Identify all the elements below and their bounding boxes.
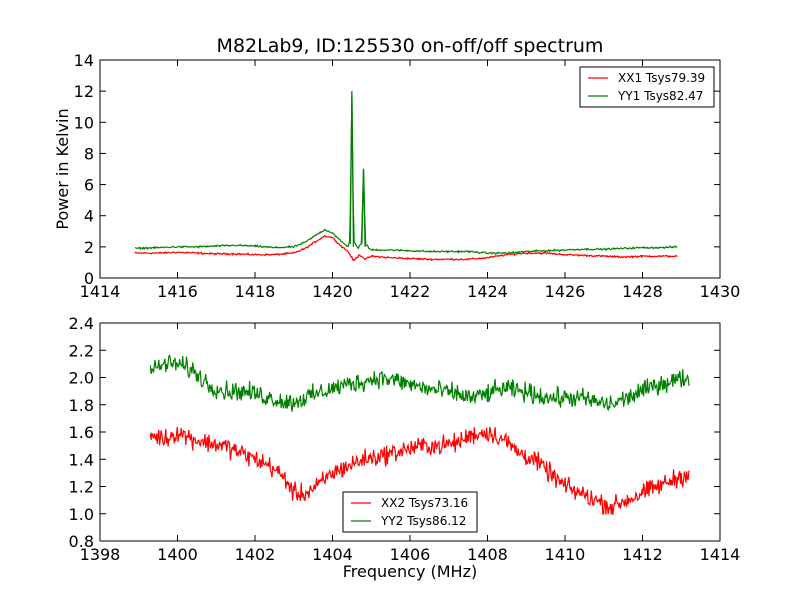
y-tick-label: 12: [74, 82, 94, 101]
emission-peak: [349, 91, 354, 247]
x-tick-label: 1424: [467, 282, 508, 301]
series-line-yy1: [134, 91, 678, 255]
legend-box: [342, 491, 478, 533]
x-tick-label: 1430: [700, 282, 741, 301]
y-tick-label: 2.0: [69, 369, 94, 388]
x-tick-label: 1402: [235, 545, 276, 564]
series-line-yy2: [149, 353, 690, 412]
legend: XX2 Tsys73.16 YY2 Tsys86.12: [342, 491, 478, 533]
legend-label: XX2 Tsys73.16: [381, 496, 468, 510]
x-tick-label: 1412: [622, 545, 663, 564]
y-tick-label: 2.2: [69, 341, 94, 360]
x-tick-label: 1416: [157, 282, 198, 301]
legend-label: XX1 Tsys79.39: [618, 71, 705, 85]
x-tick-label: 1422: [390, 282, 431, 301]
y-tick-label: 1.6: [69, 423, 94, 442]
y-tick-label: 0: [84, 269, 94, 288]
x-tick-label: 1428: [622, 282, 663, 301]
chart-panel-2: 1398 1400 1402 1404 1406 1408 1410 1412 1414 0.8 1…: [69, 314, 741, 581]
x-tick-label: 1400: [157, 545, 198, 564]
chart-panel-1: 1414 1416 1418 1420 1422 1424 1426 1428 1430 0 2 4 6…: [53, 35, 740, 301]
y-tick-label: 1.0: [69, 505, 94, 524]
legend-label: YY1 Tsys82.47: [617, 89, 703, 103]
y-tick-label: 4: [84, 207, 94, 226]
y-tick-label: 10: [74, 113, 94, 132]
legend-label: YY2 Tsys86.12: [380, 514, 466, 528]
y-tick-label: 1.2: [69, 478, 94, 497]
x-tick-label: 1420: [312, 282, 353, 301]
x-axis-label: Frequency (MHz): [343, 562, 477, 581]
legend: XX1 Tsys79.39 YY1 Tsys82.47: [579, 66, 715, 108]
y-axis-label: Power in Kelvin: [53, 108, 72, 229]
chart-title: M82Lab9, ID:125530 on-off/off spectrum: [217, 35, 604, 57]
legend-box: [579, 66, 715, 108]
y-tick-label: 1.4: [69, 450, 94, 469]
x-tick-label: 1426: [545, 282, 586, 301]
x-tick-label: 1418: [235, 282, 276, 301]
y-tick-label: 0.8: [69, 532, 94, 551]
x-tick-label: 1398: [80, 545, 121, 564]
x-tick-label: 1404: [312, 545, 353, 564]
series-line-xx1: [134, 234, 678, 262]
x-tick-label: 1410: [545, 545, 586, 564]
emission-peak: [361, 168, 366, 247]
x-tick-label: 1406: [390, 545, 431, 564]
y-tick-label: 6: [84, 176, 94, 195]
series-line-xx2: [149, 426, 690, 516]
x-tick-label: 1414: [80, 282, 121, 301]
y-tick-label: 2: [84, 238, 94, 257]
y-tick-label: 14: [74, 51, 94, 70]
y-tick-label: 8: [84, 144, 94, 163]
y-tick-label: 1.8: [69, 396, 94, 415]
y-tick-label: 2.4: [69, 314, 94, 333]
x-tick-label: 1414: [700, 545, 741, 564]
x-tick-label: 1408: [467, 545, 508, 564]
